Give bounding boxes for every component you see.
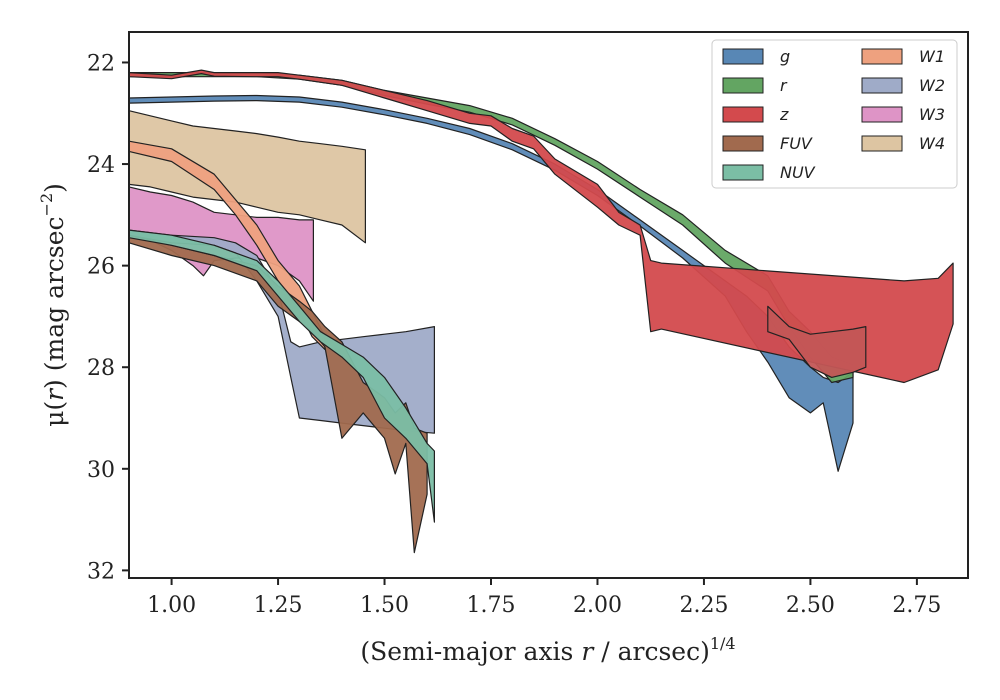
- x-tick-label: 1.75: [467, 593, 516, 618]
- band-w4: [128, 110, 366, 244]
- legend-swatch-g: [722, 48, 764, 65]
- y-axis-ticks: 22 24 26 28 30 32: [87, 51, 129, 584]
- legend-swatch-w4: [861, 135, 903, 152]
- legend-label-nuv: NUV: [780, 163, 816, 182]
- x-axis-ticks: 1.00 1.25 1.50 1.75 2.00 2.25 2.50 2.75: [147, 578, 941, 618]
- legend-swatch-r: [722, 77, 764, 94]
- band-nuv: [128, 229, 435, 523]
- legend-label-w4: W4: [919, 134, 945, 153]
- x-tick-label: 2.25: [679, 593, 728, 618]
- band-fuv: [128, 234, 428, 554]
- y-tick-label: 28: [87, 356, 115, 381]
- x-axis-title: (Semi-major axis r / arcsec)1/4: [360, 634, 735, 666]
- legend-swatch-z: [722, 106, 764, 123]
- x-tick-label: 1.25: [254, 593, 303, 618]
- legend-swatch-nuv: [722, 164, 764, 181]
- legend-label-r: r: [780, 76, 788, 95]
- y-tick-label: 26: [87, 255, 115, 280]
- legend-label-g: g: [780, 47, 790, 66]
- legend: grz FUV NUV W1 W2 W3 W4: [711, 39, 958, 189]
- band-g: [128, 94, 854, 472]
- plot-frame: [128, 31, 969, 579]
- x-tick-label: 2.75: [892, 593, 941, 618]
- x-tick-label: 2.00: [573, 593, 622, 618]
- band-z: [128, 69, 954, 384]
- x-tick-label: 1.00: [147, 593, 196, 618]
- y-tick-label: 30: [87, 458, 115, 483]
- y-axis-title: μ(r) (mag arcsec−2): [37, 183, 69, 427]
- legend-swatch-fuv: [722, 135, 764, 152]
- legend-label-w2: W2: [919, 76, 945, 95]
- x-tick-label: 2.50: [786, 593, 835, 618]
- legend-swatch-w1: [861, 48, 903, 65]
- band-z-outer-patch: [767, 305, 867, 378]
- y-tick-label: 22: [87, 51, 115, 76]
- legend-label-w1: W1: [919, 47, 945, 66]
- x-tick-label: 1.50: [360, 593, 409, 618]
- band-layer: [128, 69, 954, 554]
- legend-swatch-w2: [861, 77, 903, 94]
- y-tick-label: 32: [87, 559, 115, 584]
- legend-label-w3: W3: [919, 105, 945, 124]
- legend-label-z: z: [779, 105, 789, 124]
- y-tick-label: 24: [87, 153, 115, 178]
- legend-label-fuv: FUV: [780, 134, 813, 153]
- legend-swatch-w3: [861, 106, 903, 123]
